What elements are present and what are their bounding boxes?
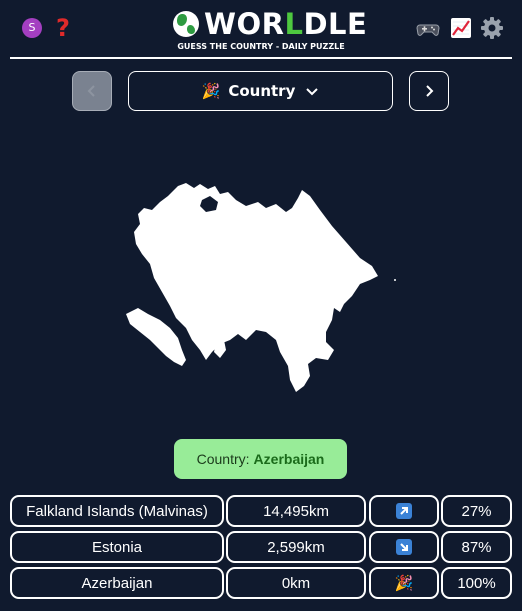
guess-distance: 2,599km: [226, 531, 366, 563]
mode-select[interactable]: 🎉 Country: [128, 71, 393, 111]
answer-prefix: Country:: [197, 451, 250, 467]
answer-value: Azerbaijan: [254, 451, 325, 467]
guess-percent: 87%: [441, 531, 512, 563]
guess-percent: 100%: [441, 567, 512, 599]
guess-direction: [369, 495, 439, 527]
mode-select-label: Country: [228, 82, 295, 100]
tagline: GUESS THE COUNTRY - DAILY PUZZLE: [0, 42, 522, 51]
chevron-left-icon: [85, 84, 99, 98]
games-icon[interactable]: [416, 16, 440, 40]
answer-banner: Country: Azerbaijan: [174, 439, 347, 479]
header-divider: [10, 57, 512, 59]
logo-text: WORLDLE: [204, 7, 367, 41]
party-popper-icon: 🎉: [369, 567, 439, 599]
chevron-right-icon: [422, 84, 436, 98]
guess-country: Estonia: [10, 531, 224, 563]
guess-country: Azerbaijan: [10, 567, 224, 599]
settings-icon[interactable]: [480, 16, 504, 40]
guess-distance: 14,495km: [226, 495, 366, 527]
guess-percent: 27%: [441, 495, 512, 527]
avatar[interactable]: S: [22, 18, 42, 38]
header: S ? WORLDLE GUESS THE COUNTRY - DAILY PU…: [0, 0, 522, 58]
guess-row: Falkland Islands (Malvinas) 14,495km 27%: [10, 495, 512, 527]
guess-distance: 0km: [226, 567, 366, 599]
globe-icon: [173, 11, 199, 37]
guess-country: Falkland Islands (Malvinas): [10, 495, 224, 527]
chevron-down-icon: [305, 84, 319, 98]
guess-row: Azerbaijan 0km 🎉 100%: [10, 567, 512, 599]
guess-row: Estonia 2,599km 87%: [10, 531, 512, 563]
logo: WORLDLE: [173, 9, 367, 39]
guess-direction: [369, 531, 439, 563]
previous-button[interactable]: [72, 71, 112, 111]
arrow-up-right-icon: [396, 503, 412, 519]
help-icon[interactable]: ?: [56, 14, 70, 42]
stats-icon[interactable]: [449, 16, 473, 40]
country-silhouette: [120, 180, 405, 395]
next-button[interactable]: [409, 71, 449, 111]
party-popper-icon: 🎉: [202, 82, 221, 100]
arrow-down-right-icon: [396, 539, 412, 555]
